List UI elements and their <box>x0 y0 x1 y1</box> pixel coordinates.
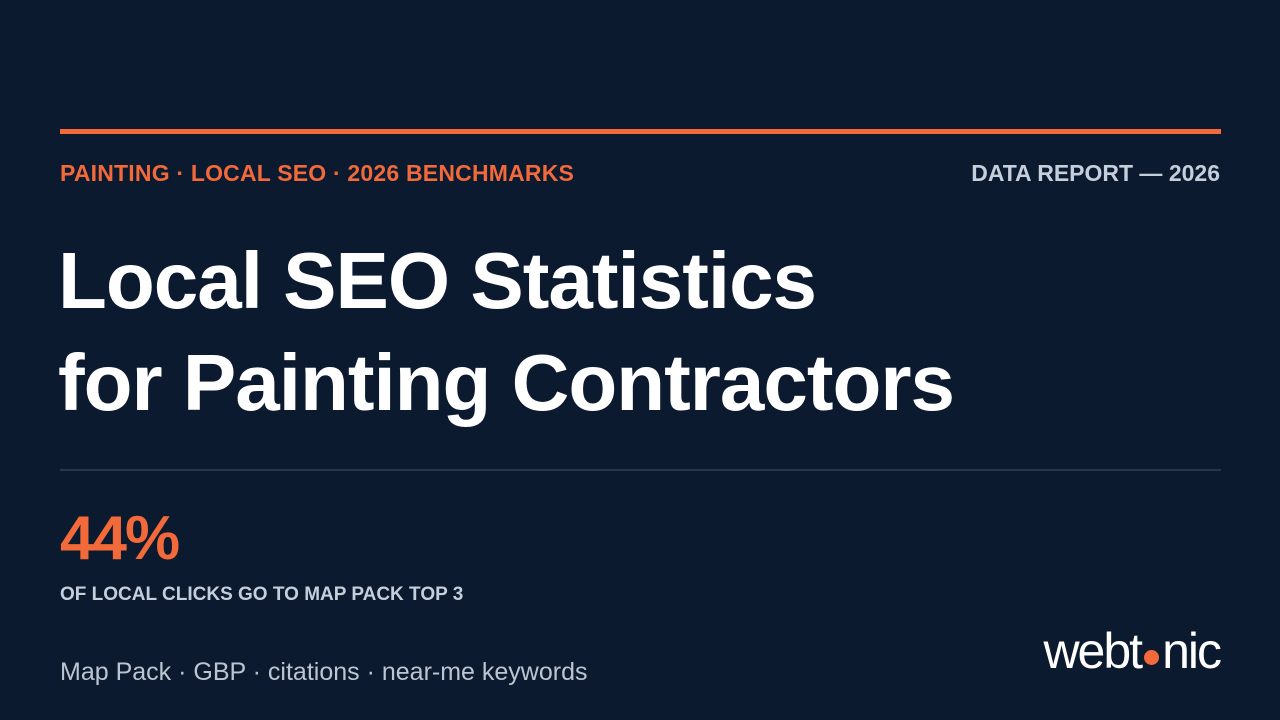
stat-value: 44% <box>60 504 180 573</box>
logo-text: nic <box>1162 623 1222 679</box>
eyebrow: PAINTING · LOCAL SEO · 2026 BENCHMARKS <box>60 160 575 186</box>
top-rule <box>60 129 1221 134</box>
stat-caption: OF LOCAL CLICKS GO TO MAP PACK TOP 3 <box>60 584 464 605</box>
report-label: DATA REPORT — 2026 <box>971 160 1220 186</box>
title-line: for Painting Contractors <box>58 338 955 427</box>
title: Local SEO Statistics for Painting Contra… <box>58 230 955 434</box>
divider <box>60 469 1221 471</box>
logo-text: webt <box>1043 623 1143 679</box>
logo-dot <box>1144 649 1160 665</box>
title-line: Local SEO Statistics <box>58 236 817 325</box>
topics: Map Pack · GBP · citations · near-me key… <box>60 658 588 686</box>
logo: webt nic <box>1043 622 1222 680</box>
